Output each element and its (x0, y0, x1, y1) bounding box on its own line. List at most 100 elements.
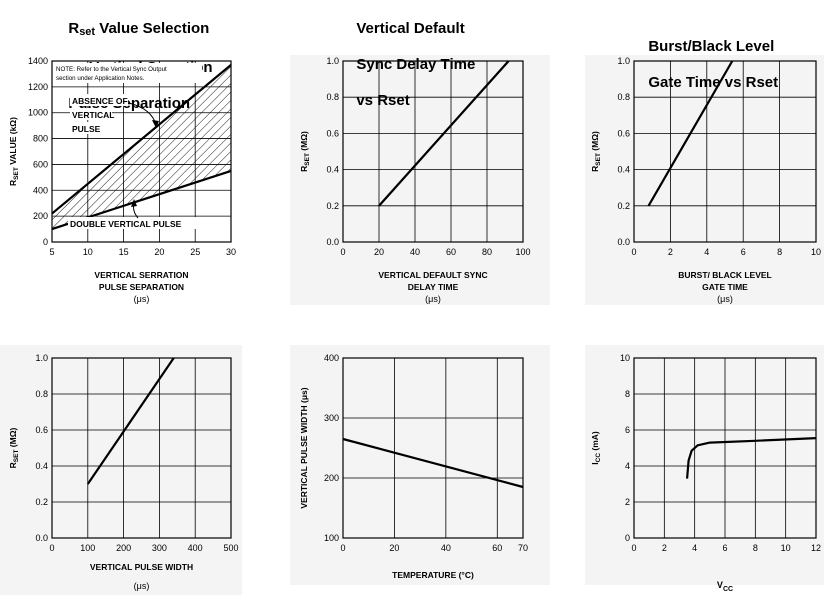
series-line-c3-Rset (647, 60, 734, 207)
annotation-absence-line3: PULSE (72, 124, 101, 134)
title-c1-subscript: set (79, 26, 96, 38)
x-tick-label-c4: 0 (49, 543, 54, 553)
series-line-c4-Rset (86, 357, 175, 485)
y-tick-label-c1: 1000 (28, 108, 48, 118)
panel-bg-c6 (585, 345, 824, 585)
panel-bg-c3 (585, 55, 824, 305)
x-axis-label-c3-line2: GATE TIME (702, 282, 748, 292)
y-tick-label-c1: 0 (43, 237, 48, 247)
y-tick-label-c5: 100 (324, 533, 339, 543)
note-box (54, 63, 202, 83)
title-c2-line2: Sync Delay Time (356, 56, 476, 73)
y-tick-label-c3: 0.6 (617, 128, 630, 138)
y-tick-label-c4: 1.0 (35, 353, 48, 363)
x-tick-label-c6: 12 (811, 543, 821, 553)
note-text-line2: section under Application Notes. (56, 75, 145, 82)
y-tick-label-c2: 0.6 (326, 128, 339, 138)
x-tick-label-c1: 25 (190, 247, 200, 257)
y-axis-label-c4: RSET (MΩ) (8, 427, 20, 468)
plot-frame-c1 (51, 60, 232, 243)
x-tick-label-c2: 60 (446, 247, 456, 257)
x-tick-label-c6: 0 (631, 543, 636, 553)
y-tick-label-c3: 0.2 (617, 201, 630, 211)
x-tick-label-c6: 8 (753, 543, 758, 553)
title-c2-line3: vs Rset (356, 92, 410, 109)
x-tick-label-c6: 2 (662, 543, 667, 553)
y-tick-label-c2: 1.0 (326, 56, 339, 66)
y-tick-label-c2: 0.2 (326, 201, 339, 211)
panel-bg-c4 (0, 345, 242, 595)
x-tick-label-c1: 30 (226, 247, 236, 257)
x-tick-label-c6: 4 (692, 543, 697, 553)
x-axis-label-c2-line1: VERTICAL DEFAULT SYNC (378, 270, 487, 280)
x-tick-label-c4: 200 (116, 543, 131, 553)
y-axis-label-c2: RSET (MΩ) (299, 131, 311, 172)
y-tick-label-c4: 0.4 (35, 461, 48, 471)
x-axis-label-c3-line1: BURST/ BLACK LEVEL (678, 270, 772, 280)
y-tick-label-c6: 8 (625, 389, 630, 399)
x-tick-label-c2: 40 (410, 247, 420, 257)
annotation-absence-line2: VERTICAL (72, 110, 115, 120)
y-tick-label-c5: 200 (324, 473, 339, 483)
x-axis-label-c3-line3: (μs) (717, 294, 733, 304)
plot-frame-c4 (51, 357, 232, 539)
chart-title-c2: Vertical Default Sync Delay Time vs Rset (348, 2, 475, 110)
plot-frame-c6 (633, 357, 817, 539)
y-tick-label-c1: 600 (33, 159, 48, 169)
y-tick-label-c1: 800 (33, 134, 48, 144)
y-tick-label-c4: 0.2 (35, 497, 48, 507)
y-tick-label-c3: 0.4 (617, 165, 630, 175)
annotation-bg (70, 108, 112, 120)
y-tick-label-c4: 0.0 (35, 533, 48, 543)
x-tick-label-c5: 70 (518, 543, 528, 553)
y-tick-label-c6: 4 (625, 461, 630, 471)
x-tick-label-c4: 500 (223, 543, 238, 553)
x-axis-label-c6: VCC (717, 580, 733, 593)
hatched-region-absence-of-vertical-pulse (52, 64, 231, 230)
y-tick-label-c3: 0.0 (617, 237, 630, 247)
y-axis-label-c5: VERTICAL PULSE WIDTH (μs) (299, 387, 309, 508)
x-tick-label-c5: 60 (492, 543, 502, 553)
x-tick-label-c5: 0 (340, 543, 345, 553)
x-tick-label-c3: 8 (777, 247, 782, 257)
annotation-bg (70, 94, 128, 106)
y-tick-label-c6: 2 (625, 497, 630, 507)
x-tick-label-c3: 6 (741, 247, 746, 257)
x-tick-label-c6: 6 (722, 543, 727, 553)
panel-bg-c2 (290, 55, 550, 305)
x-tick-label-c1: 20 (154, 247, 164, 257)
title-c3-line2: Gate Time vs Rset (648, 74, 779, 91)
series-line-c1-upper (51, 64, 232, 215)
y-axis-label-c3: RSET (MΩ) (590, 131, 602, 172)
y-tick-label-c5: 300 (324, 413, 339, 423)
y-tick-label-c1: 1200 (28, 82, 48, 92)
annotation-double-vertical-pulse: DOUBLE VERTICAL PULSE (70, 219, 182, 229)
x-axis-label-c5-line1: TEMPERATURE (°C) (392, 570, 474, 580)
chart-title-c3: Burst/Black Level Gate Time vs Rset (640, 20, 778, 92)
y-tick-label-c2: 0.8 (326, 92, 339, 102)
title-c1-rest: Value Selection (95, 20, 210, 37)
x-tick-label-c3: 2 (668, 247, 673, 257)
annotation-bg (68, 217, 198, 229)
x-tick-label-c5: 20 (389, 543, 399, 553)
title-c3-line1: Burst/Black Level (648, 38, 775, 55)
x-axis-label-c1-line2: PULSE SEPARATION (99, 282, 184, 292)
x-tick-label-c2: 0 (340, 247, 345, 257)
plot-frame-c5 (342, 357, 524, 539)
y-axis-label-c6: ICC (mA) (590, 431, 602, 465)
series-line-c5-width (342, 437, 524, 489)
x-tick-label-c4: 100 (80, 543, 95, 553)
plot-frame-c3 (633, 60, 817, 243)
panel-bg-c5 (290, 345, 550, 585)
x-axis-label-c1-line1: VERTICAL SERRATION (94, 270, 188, 280)
y-tick-label-c1: 200 (33, 211, 48, 221)
x-tick-label-c6: 10 (781, 543, 791, 553)
x-tick-label-c2: 80 (482, 247, 492, 257)
annotation-absence-line1: ABSENCE OF (72, 96, 128, 106)
annotation-arrowhead-absence (152, 120, 159, 128)
x-axis-label-c4-line1: VERTICAL PULSE WIDTH (90, 562, 193, 572)
y-tick-label-c1: 400 (33, 185, 48, 195)
y-tick-label-c5: 400 (324, 353, 339, 363)
x-tick-label-c4: 400 (188, 543, 203, 553)
